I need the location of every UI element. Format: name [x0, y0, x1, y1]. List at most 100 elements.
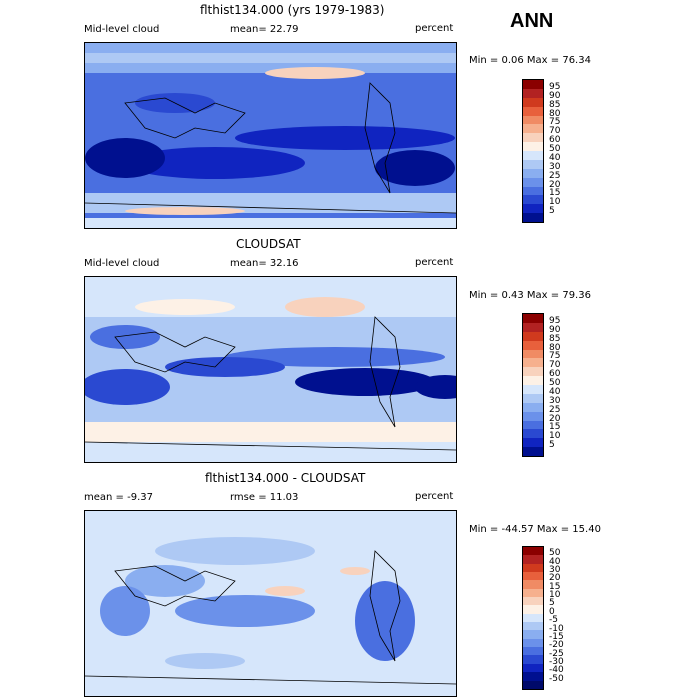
colorbar-tick-label: 90: [549, 90, 561, 101]
colorbar-tick-label: 30: [549, 395, 561, 406]
panel1-minmax: Min = 0.06 Max = 76.34: [469, 55, 591, 66]
panel3-map: [84, 510, 457, 697]
colorbar-swatch: [523, 213, 543, 222]
season-label: ANN: [510, 10, 554, 32]
colorbar-swatch: [523, 447, 543, 456]
colorbar-tick-label: 85: [549, 99, 561, 110]
panel1-map: [84, 42, 457, 229]
colorbar-tick-label: 20: [549, 413, 561, 424]
panel3-mean: mean = -9.37: [84, 492, 153, 503]
panel2-colorbar: [522, 313, 544, 457]
colorbar-swatch: [523, 563, 543, 573]
panel1-mean: mean= 22.79: [230, 24, 299, 35]
colorbar-tick-label: 5: [549, 440, 555, 451]
panel3-colorbar: [522, 546, 544, 690]
colorbar-tick-label: 20: [549, 179, 561, 190]
colorbar-tick-label: 10: [549, 197, 561, 208]
colorbar-tick-label: 20: [549, 573, 561, 584]
colorbar-swatch: [523, 159, 543, 169]
colorbar-swatch: [523, 367, 543, 377]
colorbar-swatch: [523, 97, 543, 107]
panel2-map-plot: [85, 277, 456, 462]
colorbar-tick-label: 50: [549, 548, 561, 559]
colorbar-swatch: [523, 204, 543, 214]
colorbar-tick-label: 5: [549, 206, 555, 217]
colorbar-tick-label: -20: [549, 640, 564, 651]
colorbar-swatch: [523, 106, 543, 116]
colorbar-swatch: [523, 580, 543, 589]
colorbar-swatch: [523, 613, 543, 623]
colorbar-swatch: [523, 393, 543, 403]
colorbar-tick-label: 15: [549, 188, 561, 199]
panel2-minmax: Min = 0.43 Max = 79.36: [469, 290, 591, 301]
colorbar-swatch: [523, 672, 543, 681]
colorbar-swatch: [523, 638, 543, 648]
colorbar-swatch: [523, 195, 543, 205]
colorbar-tick-label: -30: [549, 656, 564, 667]
colorbar-swatch: [523, 376, 543, 385]
colorbar-swatch: [523, 168, 543, 178]
panel1-map-plot: [85, 43, 456, 228]
colorbar-swatch: [523, 186, 543, 196]
colorbar-swatch: [523, 411, 543, 421]
panel2-map: [84, 276, 457, 463]
colorbar-tick-label: 90: [549, 324, 561, 335]
panel3-colorbar-ticks: 50 40 30 20 15 10 5 0 -5 -10 -15 -20 -25 -30 -40 -50: [549, 546, 583, 688]
colorbar-tick-label: 75: [549, 117, 561, 128]
colorbar-swatch: [523, 142, 543, 151]
colorbar-swatch: [523, 349, 543, 359]
colorbar-tick-label: 50: [549, 144, 561, 154]
colorbar-swatch: [523, 115, 543, 125]
colorbar-swatch: [523, 605, 543, 614]
colorbar-swatch: [523, 647, 543, 656]
panel2-units: percent: [415, 257, 454, 268]
colorbar-tick-label: 60: [549, 135, 561, 146]
colorbar-tick-label: 70: [549, 126, 561, 137]
panel1-colorbar: [522, 79, 544, 223]
colorbar-tick-label: 25: [549, 170, 561, 181]
colorbar-swatch: [523, 572, 543, 581]
colorbar-swatch: [523, 622, 543, 631]
panel1-colorbar-ticks: 95 90 85 80 75 70 60 50 40 30 25 20 15 10 5: [549, 79, 579, 221]
colorbar-tick-label: 15: [549, 422, 561, 433]
colorbar-tick-label: -40: [549, 665, 564, 676]
colorbar-swatch: [523, 630, 543, 639]
colorbar-tick-label: 25: [549, 404, 561, 415]
colorbar-tick-label: -15: [549, 631, 564, 642]
panel2-title: CLOUDSAT: [236, 237, 301, 251]
colorbar-swatch: [523, 588, 543, 598]
colorbar-tick-label: 70: [549, 360, 561, 371]
colorbar-tick-label: 75: [549, 351, 561, 362]
colorbar-tick-label: 5: [549, 598, 555, 609]
colorbar-swatch: [523, 322, 543, 332]
panel3-title: flthist134.000 - CLOUDSAT: [205, 471, 366, 485]
colorbar-tick-label: 10: [549, 590, 561, 601]
colorbar-swatch: [523, 547, 543, 556]
colorbar-swatch: [523, 340, 543, 350]
colorbar-tick-label: -5: [549, 615, 558, 626]
colorbar-swatch: [523, 151, 543, 160]
colorbar-swatch: [523, 385, 543, 394]
panel3-rmse: rmse = 11.03: [230, 492, 299, 503]
colorbar-tick-label: 30: [549, 161, 561, 172]
colorbar-swatch: [523, 680, 543, 689]
panel2-colorbar-ticks: 95 90 85 80 75 70 60 50 40 30 25 20 15 10 5: [549, 313, 579, 455]
panel3-units: percent: [415, 491, 454, 502]
colorbar-swatch: [523, 331, 543, 341]
panel1-title: flthist134.000 (yrs 1979-1983): [200, 3, 385, 17]
colorbar-swatch: [523, 438, 543, 448]
colorbar-tick-label: 80: [549, 108, 561, 119]
colorbar-tick-label: 40: [549, 386, 561, 397]
colorbar-tick-label: 95: [549, 81, 561, 92]
colorbar-tick-label: 40: [549, 556, 561, 567]
colorbar-tick-label: 95: [549, 315, 561, 326]
colorbar-swatch: [523, 429, 543, 439]
colorbar-swatch: [523, 663, 543, 673]
colorbar-tick-label: 30: [549, 565, 561, 576]
colorbar-tick-label: 60: [549, 369, 561, 380]
colorbar-swatch: [523, 597, 543, 606]
colorbar-tick-label: 80: [549, 342, 561, 353]
panel3-map-plot: [85, 511, 456, 696]
panel1-units: percent: [415, 23, 454, 34]
colorbar-swatch: [523, 420, 543, 430]
